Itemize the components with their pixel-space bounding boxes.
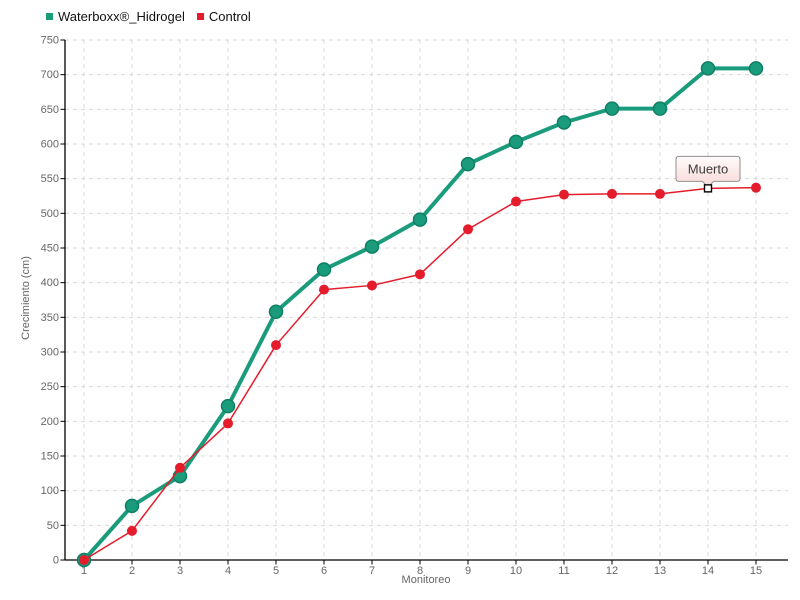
- control-point-6[interactable]: [319, 284, 329, 295]
- y-tick-label: 300: [41, 347, 59, 359]
- y-tick-label: 550: [41, 173, 59, 185]
- x-tick-label: 13: [654, 565, 666, 577]
- y-tick-label: 350: [41, 312, 59, 324]
- y-tick-label: 700: [41, 69, 59, 81]
- control-point-2[interactable]: [127, 525, 137, 536]
- x-tick-label: 3: [177, 565, 183, 577]
- y-tick-label: 150: [41, 451, 59, 463]
- muerto-annotation-label: Muerto: [688, 161, 728, 176]
- gridlines: [65, 39, 788, 560]
- x-tick-label: 1: [81, 565, 87, 577]
- waterboxx-point-13[interactable]: [652, 101, 668, 116]
- control-point-13[interactable]: [655, 188, 665, 199]
- x-tick-label: 6: [321, 565, 327, 577]
- control-point-7[interactable]: [367, 280, 377, 291]
- waterboxx-series-swatch-icon: [46, 13, 53, 20]
- y-tick-label: 50: [47, 520, 59, 532]
- y-axis-title: Crecimiento (cm): [20, 256, 32, 340]
- waterboxx-point-9[interactable]: [460, 156, 476, 172]
- legend-label-waterboxx: Waterboxx®_Hidrogel: [58, 9, 185, 24]
- control-point-11[interactable]: [559, 189, 569, 200]
- x-tick-label: 15: [750, 565, 762, 577]
- control-point-5[interactable]: [271, 340, 281, 351]
- waterboxx-point-12[interactable]: [604, 101, 620, 116]
- control-point-15[interactable]: [751, 182, 761, 193]
- control-point-9[interactable]: [463, 224, 473, 235]
- x-tick-label: 8: [417, 565, 423, 577]
- x-tick-label: 7: [369, 565, 375, 577]
- waterboxx-point-11[interactable]: [556, 115, 572, 130]
- x-tick-label: 9: [465, 565, 471, 577]
- y-tick-label: 450: [41, 243, 59, 255]
- y-tick-label: 100: [41, 485, 59, 497]
- y-tick-label: 500: [41, 208, 59, 220]
- y-tick-label: 0: [53, 555, 59, 567]
- control-point-8[interactable]: [415, 269, 425, 280]
- muerto-marker[interactable]: [703, 184, 713, 193]
- tick-marks: [60, 39, 757, 565]
- x-tick-label: 10: [510, 565, 522, 577]
- waterboxx-point-7[interactable]: [364, 239, 380, 254]
- waterboxx-point-2[interactable]: [124, 498, 140, 514]
- x-tick-label: 12: [606, 565, 618, 577]
- waterboxx-point-5[interactable]: [268, 304, 284, 320]
- chart-legend: Waterboxx®_Hidrogel Control: [46, 9, 251, 24]
- x-tick-labels: 1 2 3 4 5 6 7 8 9 10 11 12 13 14 15: [81, 565, 762, 577]
- legend-item-control[interactable]: Control: [196, 9, 251, 24]
- y-tick-label: 400: [41, 277, 59, 289]
- control-series-swatch-icon: [196, 13, 204, 20]
- x-tick-label: 11: [558, 565, 569, 577]
- y-tick-label: 200: [41, 416, 59, 428]
- y-tick-label: 600: [41, 139, 59, 151]
- x-tick-label: 2: [129, 565, 135, 577]
- control-point-1[interactable]: [79, 555, 89, 565]
- x-tick-label: 14: [702, 565, 714, 577]
- waterboxx-point-14[interactable]: [700, 61, 716, 76]
- control-point-12[interactable]: [607, 188, 617, 199]
- x-axis-title: Monitoreo: [401, 574, 451, 586]
- waterboxx-point-6[interactable]: [316, 262, 332, 277]
- waterboxx-point-4[interactable]: [220, 398, 236, 414]
- waterboxx-point-8[interactable]: [412, 212, 428, 227]
- legend-item-waterboxx-hidrogel[interactable]: Waterboxx®_Hidrogel: [46, 9, 185, 24]
- y-tick-labels: 0 50 100 150 200 250 300 350 400 450 500 550 600 650 7…: [41, 35, 59, 567]
- legend-label-control: Control: [208, 9, 251, 24]
- y-tick-label: 250: [41, 381, 59, 393]
- y-tick-label: 750: [41, 35, 59, 47]
- control-point-4[interactable]: [223, 418, 233, 429]
- waterboxx-point-15[interactable]: [748, 61, 764, 76]
- y-tick-label: 650: [41, 104, 59, 116]
- waterboxx-point-10[interactable]: [508, 134, 524, 150]
- control-point-3[interactable]: [175, 462, 185, 473]
- control-point-10[interactable]: [511, 196, 521, 207]
- x-tick-label: 5: [273, 565, 279, 577]
- x-tick-label: 4: [225, 565, 231, 577]
